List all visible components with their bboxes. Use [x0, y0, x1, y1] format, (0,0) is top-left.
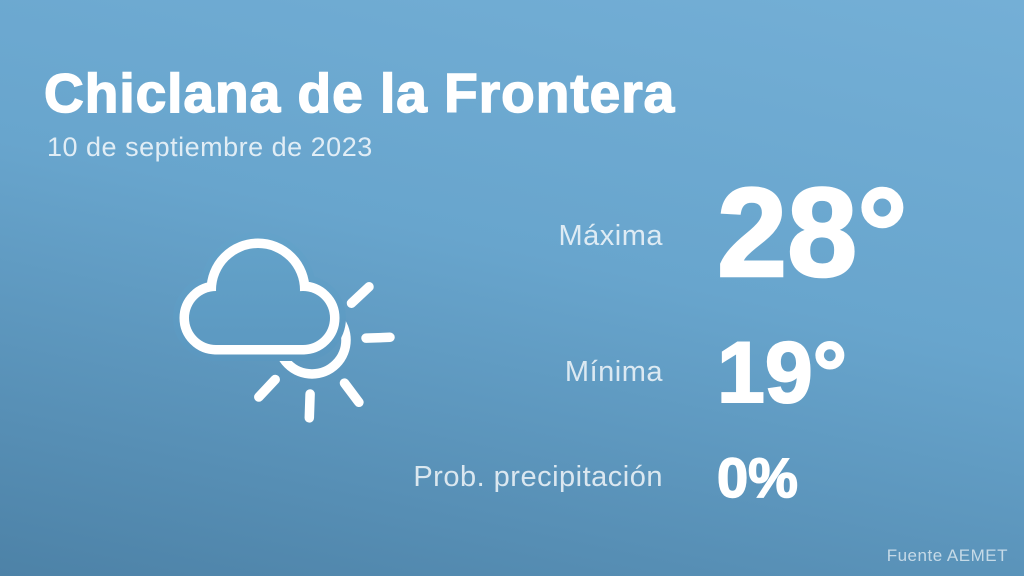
cloud-sun-icon — [170, 230, 410, 440]
precipitation-value: 0% — [716, 446, 798, 509]
min-temp-label: Mínima — [564, 356, 663, 388]
page-title: Chiclana de la Frontera — [43, 61, 676, 125]
max-temp-value: 28° — [716, 162, 909, 303]
source-attribution: Fuente AEMET — [886, 546, 1008, 565]
max-temp-label: Máxima — [558, 220, 663, 252]
cloud-body — [189, 248, 330, 345]
date-subtitle: 10 de septiembre de 2023 — [47, 132, 373, 162]
min-temp-value: 19° — [716, 325, 848, 421]
precipitation-label: Prob. precipitación — [413, 461, 663, 493]
